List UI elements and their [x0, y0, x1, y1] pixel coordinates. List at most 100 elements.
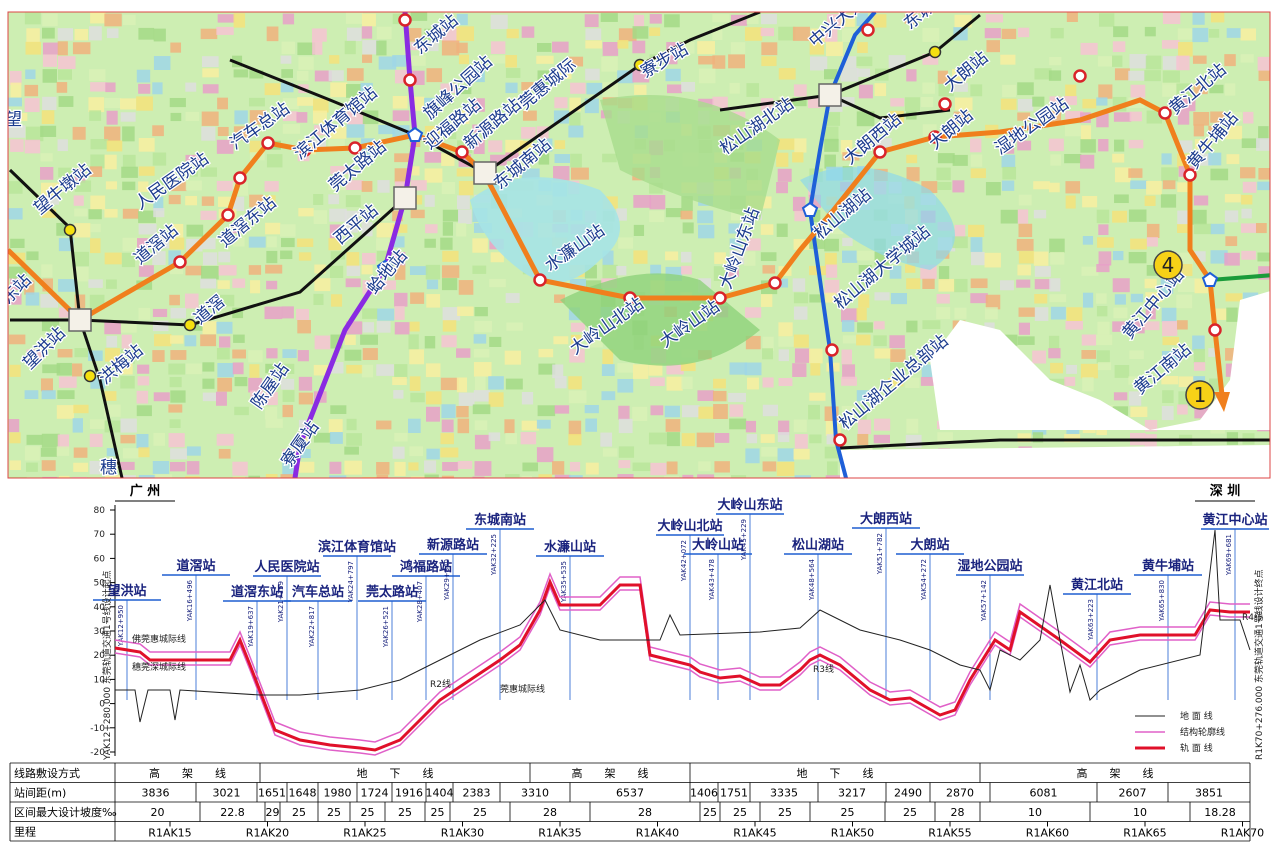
land-patch: [233, 334, 245, 343]
table-cell: 25: [292, 806, 306, 819]
rail-line: [839, 438, 1270, 450]
land-patch: [889, 335, 905, 349]
land-patch: [201, 196, 215, 206]
land-patch: [778, 68, 796, 80]
land-patch: [729, 250, 748, 265]
land-patch: [408, 28, 422, 42]
land-patch: [568, 376, 582, 390]
land-patch: [1257, 181, 1270, 191]
land-patch: [184, 168, 198, 177]
land-patch: [138, 210, 156, 223]
land-patch: [1098, 224, 1109, 235]
land-patch: [26, 434, 43, 445]
land-patch: [298, 56, 314, 70]
y-tick-label: 50: [94, 579, 106, 589]
land-patch: [1192, 27, 1209, 43]
land-patch: [154, 334, 172, 347]
land-patch: [248, 475, 261, 478]
land-patch: [1161, 376, 1179, 385]
land-patch: [1210, 12, 1225, 23]
land-patch: [266, 154, 283, 168]
land-patch: [249, 70, 264, 79]
land-patch: [522, 462, 539, 472]
land-patch: [728, 266, 739, 277]
land-patch: [842, 152, 860, 161]
land-patch: [761, 446, 778, 457]
land-patch: [1129, 350, 1144, 359]
land-patch: [106, 448, 118, 457]
land-patch: [746, 377, 759, 390]
land-patch: [890, 98, 905, 107]
land-patch: [200, 278, 217, 289]
land-patch: [170, 307, 187, 319]
land-patch: [1113, 112, 1132, 122]
station-other: [928, 45, 942, 59]
land-patch: [1210, 223, 1225, 235]
land-patch: [488, 376, 504, 390]
land-patch: [9, 460, 22, 470]
land-patch: [362, 322, 375, 333]
land-patch: [1080, 154, 1095, 169]
y-tick-label: 40: [94, 603, 106, 613]
land-patch: [874, 348, 892, 359]
land-patch: [744, 27, 763, 41]
land-patch: [841, 349, 853, 365]
land-patch: [1194, 139, 1212, 150]
land-patch: [826, 41, 843, 57]
land-patch: [602, 349, 614, 365]
land-patch: [138, 138, 155, 152]
land-patch: [378, 280, 396, 290]
land-patch: [298, 392, 313, 405]
land-patch: [1050, 251, 1065, 265]
land-patch: [106, 110, 118, 125]
land-patch: [824, 126, 839, 142]
land-patch: [90, 377, 106, 389]
profile-station: 黄江北站: [1071, 577, 1123, 593]
land-patch: [506, 322, 523, 331]
table-cell: 10: [1028, 806, 1042, 819]
land-patch: [265, 391, 278, 406]
land-patch: [952, 154, 968, 166]
land-patch: [136, 390, 149, 404]
land-patch: [536, 419, 551, 429]
station-mileage: YAK28+407: [416, 581, 424, 623]
land-patch: [330, 251, 346, 260]
land-patch: [1162, 12, 1181, 25]
land-patch: [426, 448, 440, 460]
land-patch: [426, 68, 443, 83]
land-patch: [297, 153, 310, 162]
land-patch: [554, 69, 572, 79]
station-mileage: YAK16+496: [186, 579, 194, 622]
table-cell: 25: [431, 806, 445, 819]
land-patch: [522, 110, 537, 121]
land-patch: [185, 111, 200, 122]
land-patch: [1192, 335, 1205, 351]
profile-station: 望洪站: [107, 583, 146, 599]
land-patch: [1128, 168, 1143, 178]
land-patch: [202, 84, 219, 94]
land-patch: [714, 432, 730, 443]
legend-label: 地 面 线: [1180, 710, 1213, 722]
land-patch: [874, 83, 887, 97]
land-patch: [232, 224, 247, 234]
interchange: [68, 308, 92, 332]
land-patch: [361, 265, 373, 275]
land-patch: [426, 294, 441, 308]
land-patch: [122, 126, 135, 142]
land-patch: [473, 139, 485, 155]
land-patch: [392, 376, 407, 386]
land-patch: [297, 461, 315, 473]
land-patch: [474, 320, 492, 333]
land-patch: [714, 252, 726, 264]
land-patch: [568, 475, 583, 478]
land-patch: [42, 278, 54, 292]
land-patch: [441, 475, 454, 478]
land-patch: [538, 474, 552, 478]
land-patch: [168, 433, 185, 448]
station: [825, 343, 839, 357]
table-cell: R1AK35: [538, 827, 581, 840]
land-patch: [1017, 264, 1032, 276]
land-patch: [633, 224, 645, 237]
land-patch: [377, 180, 390, 193]
land-patch: [618, 405, 630, 420]
